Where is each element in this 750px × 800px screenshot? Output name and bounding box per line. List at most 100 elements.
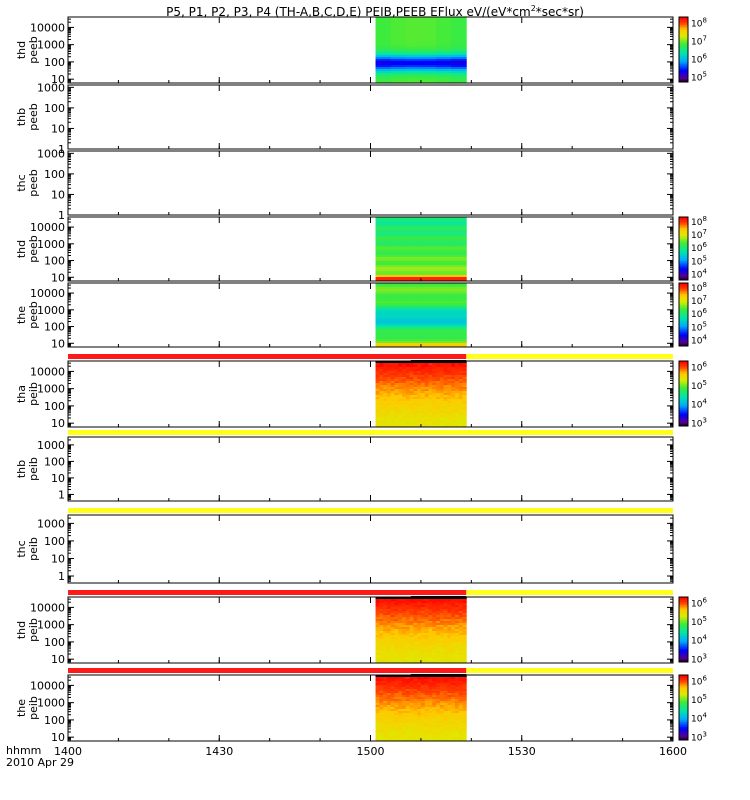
spectrogram-cell xyxy=(394,609,399,612)
spectrogram-cell xyxy=(432,647,437,650)
spectrogram-cell xyxy=(436,287,452,290)
spectrogram-cell xyxy=(398,423,403,426)
spectrogram-cell xyxy=(417,709,422,712)
spectrogram-cell xyxy=(394,409,399,412)
spectrogram-cell xyxy=(409,377,414,380)
spectrogram-cell xyxy=(375,271,392,274)
spectrogram-cell xyxy=(386,689,392,692)
spectrogram-cell xyxy=(462,397,467,400)
spectrogram-cell xyxy=(436,683,441,686)
spectrogram-cell xyxy=(402,409,407,412)
spectrogram-cell xyxy=(451,81,467,84)
spectrogram-cell xyxy=(420,233,437,236)
spectrogram-cell xyxy=(379,631,384,634)
spectrogram-cell xyxy=(398,637,403,640)
spectrogram-cell xyxy=(409,621,414,624)
spectrogram-cell xyxy=(386,391,392,394)
spectrogram-cell xyxy=(443,693,448,696)
spectrogram-cell xyxy=(424,399,429,402)
spectrogram-cell xyxy=(428,615,433,618)
spectrogram-cell xyxy=(405,647,410,650)
spectrogram-cell xyxy=(447,687,452,690)
spectrogram-cell xyxy=(420,29,437,32)
spectrogram-cell xyxy=(436,711,441,714)
spectrogram-cell xyxy=(436,75,452,78)
spectrogram-cell xyxy=(390,305,407,308)
spectrogram-cell xyxy=(443,657,448,660)
spectrogram-cell xyxy=(443,647,448,650)
spectrogram-cell xyxy=(451,655,456,658)
spectrogram-cell xyxy=(375,597,380,600)
spectrogram-cell xyxy=(409,609,414,612)
spectrogram-cell xyxy=(379,683,384,686)
spectrogram-cell xyxy=(390,59,407,62)
spectrogram-cell xyxy=(386,711,392,714)
spectrogram-cell xyxy=(436,39,452,42)
spectrogram-cell xyxy=(409,677,414,680)
colorbar-cell xyxy=(679,77,688,80)
spectrogram-cell xyxy=(375,729,380,732)
spectrogram-cell xyxy=(420,403,426,406)
spectrogram-cell xyxy=(439,689,444,692)
spectrogram-cell xyxy=(451,391,456,394)
spectrogram-cell xyxy=(420,371,426,374)
spectrogram-cell xyxy=(462,701,467,704)
y-tick-label: 10 xyxy=(51,337,65,350)
spectrogram-cell xyxy=(405,697,410,700)
spectrogram-cell xyxy=(405,43,422,46)
spectrogram-cell xyxy=(451,719,456,722)
spectrogram-cell xyxy=(417,703,422,706)
spectrogram-cell xyxy=(439,371,444,374)
spectrogram-cell xyxy=(432,733,437,736)
spectrogram-cell xyxy=(439,709,444,712)
spectrogram-cell xyxy=(424,709,429,712)
spectrogram-cell xyxy=(398,683,403,686)
spectrogram-cell xyxy=(390,717,395,720)
spectrogram-cell xyxy=(458,737,463,740)
spectrogram-cell xyxy=(420,295,437,298)
spectrogram-cell xyxy=(386,715,392,718)
spectrogram-cell xyxy=(432,685,437,688)
spectrogram-cell xyxy=(458,661,463,664)
spectrogram-cell xyxy=(428,415,433,418)
colorbar-cell xyxy=(679,311,688,314)
panel-frame xyxy=(67,436,674,502)
spectrogram-cell xyxy=(402,691,407,694)
spectrogram-cell xyxy=(451,245,467,248)
spectrogram-cell xyxy=(458,611,463,614)
spectrogram-cell xyxy=(451,727,456,730)
spectrogram-cell xyxy=(428,641,433,644)
panel-label-instrument: peib xyxy=(27,537,40,561)
spectrogram-cell xyxy=(383,709,388,712)
spectrogram-cell xyxy=(420,693,426,696)
spectrogram-cell xyxy=(405,263,422,266)
spectrogram-cell xyxy=(383,383,388,386)
y-tick-label: 1000 xyxy=(37,439,65,452)
spectrogram-cell xyxy=(439,681,444,684)
spectrogram-cell xyxy=(451,703,456,706)
spectrogram-cell xyxy=(428,681,433,684)
spectrogram-cell xyxy=(390,221,407,224)
spectrogram-cell xyxy=(375,689,380,692)
colorbar-cell xyxy=(679,272,688,275)
spectrogram-cell xyxy=(454,391,460,394)
spectrogram-cell xyxy=(379,693,384,696)
spectrogram-cell xyxy=(458,625,463,628)
spectrogram-cell xyxy=(443,649,448,652)
spectrogram-cell xyxy=(420,279,437,282)
spectrogram-cell xyxy=(451,321,467,324)
spectrogram-cell xyxy=(417,401,422,404)
spectrogram-cell xyxy=(386,635,392,638)
colorbar-cell xyxy=(679,23,688,26)
spectrogram-cell xyxy=(417,645,422,648)
spectrogram-cell xyxy=(402,401,407,404)
spectrogram-cell xyxy=(390,377,395,380)
spectrogram-cell xyxy=(443,697,448,700)
spectrogram-cell xyxy=(409,655,414,658)
colorbar-cell xyxy=(679,261,688,264)
spectrogram-cell xyxy=(375,255,392,258)
spectrogram-cell xyxy=(405,47,422,50)
spectrogram-cell xyxy=(439,657,444,660)
spectrogram-cell xyxy=(443,635,448,638)
spectrogram-cell xyxy=(405,61,422,64)
